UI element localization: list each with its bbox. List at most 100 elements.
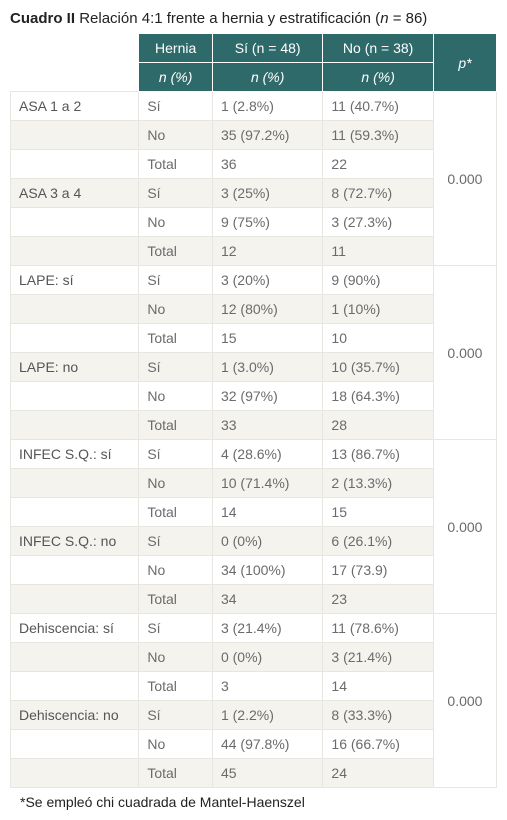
row-si: 36 [212, 150, 322, 179]
row-group-label: LAPE: sí [11, 266, 139, 295]
table-row: No12 (80%)1 (10%) [11, 295, 497, 324]
row-si: 1 (3.0%) [212, 353, 322, 382]
row-group-label: LAPE: no [11, 353, 139, 382]
row-hernia: Total [139, 237, 213, 266]
row-group-label [11, 324, 139, 353]
row-hernia: Total [139, 324, 213, 353]
head-npct-si: n (%) [212, 63, 322, 92]
row-group-label [11, 469, 139, 498]
row-si: 10 (71.4%) [212, 469, 322, 498]
row-group-label [11, 730, 139, 759]
row-si: 45 [212, 759, 322, 788]
row-group-label [11, 295, 139, 324]
head-si: Sí (n = 48) [212, 34, 322, 63]
table-footnote: *Se empleó chi cuadrada de Mantel-Haensz… [10, 794, 497, 810]
row-p-value: 0.000 [433, 440, 496, 614]
row-si: 1 (2.2%) [212, 701, 322, 730]
row-group-label: Dehiscencia: sí [11, 614, 139, 643]
row-hernia: No [139, 295, 213, 324]
row-si: 3 (25%) [212, 179, 322, 208]
row-group-label [11, 382, 139, 411]
row-no: 22 [323, 150, 433, 179]
row-hernia: No [139, 730, 213, 759]
row-no: 6 (26.1%) [323, 527, 433, 556]
row-group-label [11, 150, 139, 179]
row-hernia: Total [139, 498, 213, 527]
row-no: 13 (86.7%) [323, 440, 433, 469]
row-si: 3 [212, 672, 322, 701]
table-row: Dehiscencia: noSí1 (2.2%)8 (33.3%) [11, 701, 497, 730]
row-group-label: ASA 1 a 2 [11, 92, 139, 121]
table-row: Total314 [11, 672, 497, 701]
row-hernia: No [139, 643, 213, 672]
row-no: 14 [323, 672, 433, 701]
table-row: Total3328 [11, 411, 497, 440]
table-row: No35 (97.2%)11 (59.3%) [11, 121, 497, 150]
table-row: LAPE: síSí3 (20%)9 (90%)0.000 [11, 266, 497, 295]
row-group-label [11, 556, 139, 585]
table-row: No0 (0%)3 (21.4%) [11, 643, 497, 672]
row-hernia: No [139, 556, 213, 585]
caption-text: Relación 4:1 frente a hernia y estratifi… [79, 10, 380, 27]
table-container: Cuadro II Relación 4:1 frente a hernia y… [10, 10, 497, 810]
row-hernia: Sí [139, 92, 213, 121]
row-no: 28 [323, 411, 433, 440]
row-group-label [11, 237, 139, 266]
table-caption: Cuadro II Relación 4:1 frente a hernia y… [10, 10, 497, 27]
row-group-label: INFEC S.Q.: sí [11, 440, 139, 469]
row-group-label [11, 208, 139, 237]
row-si: 12 (80%) [212, 295, 322, 324]
table-row: Total4524 [11, 759, 497, 788]
row-hernia: Sí [139, 614, 213, 643]
row-group-label [11, 643, 139, 672]
row-hernia: No [139, 208, 213, 237]
row-hernia: Total [139, 759, 213, 788]
row-hernia: No [139, 121, 213, 150]
row-si: 9 (75%) [212, 208, 322, 237]
caption-n-var: n [380, 10, 388, 27]
row-si: 1 (2.8%) [212, 92, 322, 121]
row-p-value: 0.000 [433, 614, 496, 788]
table-row: No34 (100%)17 (73.9) [11, 556, 497, 585]
row-group-label [11, 672, 139, 701]
table-row: Total3423 [11, 585, 497, 614]
row-p-value: 0.000 [433, 266, 496, 440]
row-hernia: Sí [139, 527, 213, 556]
row-si: 32 (97%) [212, 382, 322, 411]
row-no: 16 (66.7%) [323, 730, 433, 759]
row-no: 1 (10%) [323, 295, 433, 324]
row-no: 11 [323, 237, 433, 266]
table-row: No10 (71.4%)2 (13.3%) [11, 469, 497, 498]
row-hernia: Sí [139, 440, 213, 469]
row-hernia: Total [139, 150, 213, 179]
row-hernia: Total [139, 672, 213, 701]
row-group-label [11, 411, 139, 440]
row-group-label: ASA 3 a 4 [11, 179, 139, 208]
caption-label: Cuadro II [10, 10, 75, 27]
stratification-table: Hernia Sí (n = 48) No (n = 38) p* n (%) … [10, 33, 497, 788]
table-row: LAPE: noSí1 (3.0%)10 (35.7%) [11, 353, 497, 382]
table-row: No32 (97%)18 (64.3%) [11, 382, 497, 411]
table-row: INFEC S.Q.: síSí4 (28.6%)13 (86.7%)0.000 [11, 440, 497, 469]
row-si: 12 [212, 237, 322, 266]
row-group-label [11, 759, 139, 788]
row-si: 14 [212, 498, 322, 527]
row-si: 33 [212, 411, 322, 440]
row-si: 44 (97.8%) [212, 730, 322, 759]
head-npct-hernia: n (%) [139, 63, 213, 92]
head-npct-no: n (%) [323, 63, 433, 92]
row-no: 3 (21.4%) [323, 643, 433, 672]
table-row: No9 (75%)3 (27.3%) [11, 208, 497, 237]
row-si: 0 (0%) [212, 527, 322, 556]
row-no: 23 [323, 585, 433, 614]
row-hernia: No [139, 382, 213, 411]
row-group-label: Dehiscencia: no [11, 701, 139, 730]
head-hernia: Hernia [139, 34, 213, 63]
row-no: 17 (73.9) [323, 556, 433, 585]
row-no: 11 (59.3%) [323, 121, 433, 150]
table-row: ASA 1 a 2Sí1 (2.8%)11 (40.7%)0.000 [11, 92, 497, 121]
row-si: 15 [212, 324, 322, 353]
row-si: 0 (0%) [212, 643, 322, 672]
table-row: Total3622 [11, 150, 497, 179]
table-body: ASA 1 a 2Sí1 (2.8%)11 (40.7%)0.000No35 (… [11, 92, 497, 788]
